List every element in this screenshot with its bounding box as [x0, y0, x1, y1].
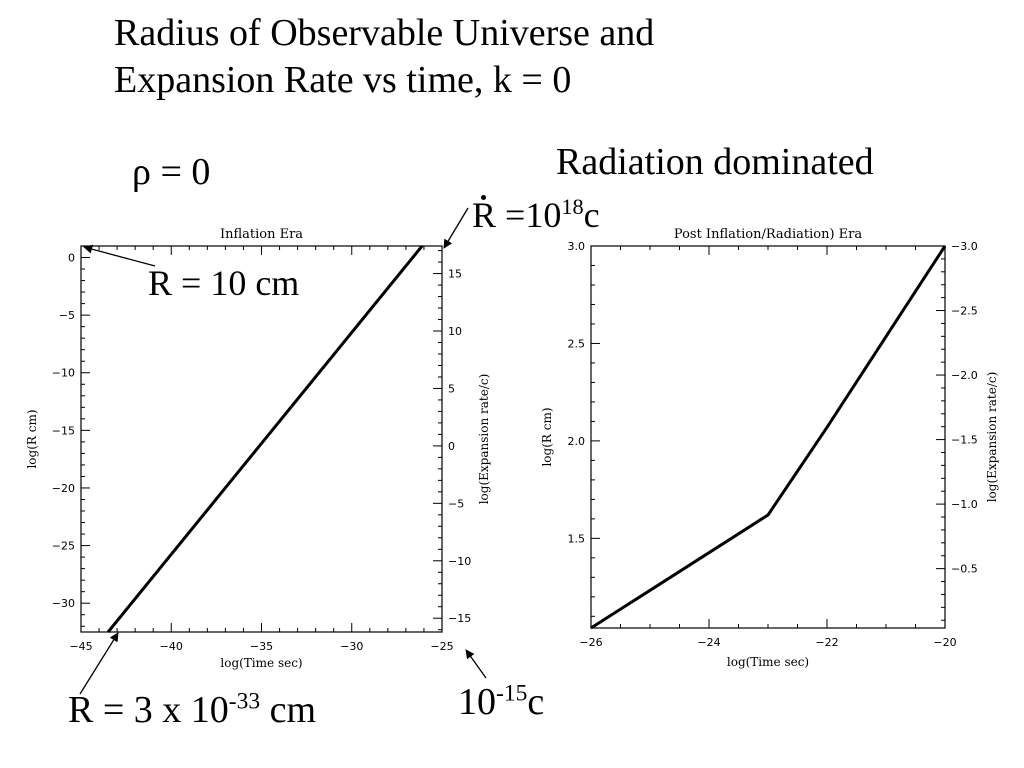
chart-2-x-axis-label: log(Time sec) [727, 655, 809, 669]
chart-2-x-tick-label: −22 [815, 636, 838, 649]
chart-2-y-right-tick-label: −1.0 [951, 498, 978, 511]
rsmall-arrow [79, 632, 119, 695]
chart-1-y-right-axis-label: log(Expansion rate/c) [477, 374, 491, 505]
r-small-annotation: R = 3 x 10-33 cm [68, 688, 316, 732]
chart-2-y-tick-label: 2.0 [568, 435, 586, 448]
chart-2-x-tick-label: −20 [933, 636, 956, 649]
r-small-base: R = 3 x 10 [68, 689, 229, 731]
chart-2-y-right-tick-label: −2.5 [951, 305, 978, 318]
chart-1-y-right-tick-label: 15 [448, 268, 462, 281]
chart-2-y-tick-label: 1.5 [568, 532, 586, 545]
rdot-exponent: 18 [561, 194, 584, 219]
chart-2-x-tick-label: −26 [579, 636, 602, 649]
chart-1-y-axis-label: log(R cm) [25, 409, 39, 468]
chart-2-y-right-tick-label: −3.0 [951, 240, 978, 253]
r10-arrow [83, 244, 156, 267]
chart-1-x-tick-label: −45 [69, 640, 92, 653]
chart-2-frame [590, 245, 946, 629]
rdot-value: =10 [496, 195, 562, 235]
chart-1-y-tick-label: −20 [52, 482, 75, 495]
rdot-arrow [443, 207, 469, 249]
chart-1-y-right-tick-label: −15 [448, 612, 471, 625]
rate-min-arrow [465, 649, 487, 679]
chart-2-x-tick-label: −24 [697, 636, 720, 649]
chart-1-y-right-tick-label: 0 [448, 440, 455, 453]
r-small-unit: cm [260, 689, 317, 731]
rate-min-exponent: -15 [496, 680, 528, 707]
chart-2-y-right-tick-label: −0.5 [951, 563, 978, 576]
rdot-annotation: R =1018c [472, 194, 600, 236]
chart-2-y-axis-label: log(R cm) [540, 407, 554, 466]
chart-1-title: Inflation Era [220, 227, 303, 242]
chart-1-series-line [106, 245, 424, 633]
chart-1-x-tick-label: −40 [160, 640, 183, 653]
chart-1-x-axis-label: log(Time sec) [220, 656, 302, 670]
chart-2-y-right-tick-label: −2.0 [951, 369, 978, 382]
chart-1-y-tick-label: −10 [52, 367, 75, 380]
chart-1-x-tick-label: −35 [250, 640, 273, 653]
chart-1-x-tick-label: −30 [340, 640, 363, 653]
rdot-symbol: R [472, 195, 497, 235]
chart-1-y-tick-label: −25 [52, 540, 75, 553]
rate-min-unit: c [527, 681, 545, 723]
chart-1-y-tick-label: −30 [52, 597, 75, 610]
r-10cm-annotation: R = 10 cm [148, 263, 300, 303]
chart-2-series-line [590, 245, 947, 630]
chart-2-y-right-axis-label: log(Expansion rate/c) [985, 372, 999, 503]
r-small-exponent: -33 [228, 688, 261, 715]
chart-2-y-tick-label: 3.0 [568, 240, 586, 253]
chart-1-y-right-tick-label: 10 [448, 325, 462, 338]
chart-1-y-right-tick-label: −10 [448, 555, 471, 568]
radiation-dominated-label: Radiation dominated [556, 141, 874, 183]
chart-2-title: Post Inflation/Radiation) Era [674, 227, 863, 242]
chart-1-frame [80, 245, 443, 633]
chart-1-y-right-tick-label: −5 [448, 497, 464, 510]
rate-min-base: 10 [458, 681, 496, 723]
slide-title: Radius of Observable Universe and Expans… [114, 10, 654, 104]
chart-1-y-tick-label: 0 [68, 252, 75, 265]
chart-1-x-tick-label: −25 [430, 640, 453, 653]
title-line-2: Expansion Rate vs time, k = 0 [114, 59, 572, 101]
chart-2-y-tick-label: 2.5 [568, 337, 586, 350]
title-line-1: Radius of Observable Universe and [114, 12, 655, 54]
rdot-unit: c [583, 195, 600, 235]
chart-1-y-tick-label: −5 [59, 309, 75, 322]
rate-min-annotation: 10-15c [458, 680, 544, 724]
chart-1-y-tick-label: −15 [52, 424, 75, 437]
chart-1-y-right-tick-label: 5 [448, 382, 455, 395]
rho-label: ρ = 0 [132, 151, 211, 193]
chart-2-y-right-tick-label: −1.5 [951, 434, 978, 447]
